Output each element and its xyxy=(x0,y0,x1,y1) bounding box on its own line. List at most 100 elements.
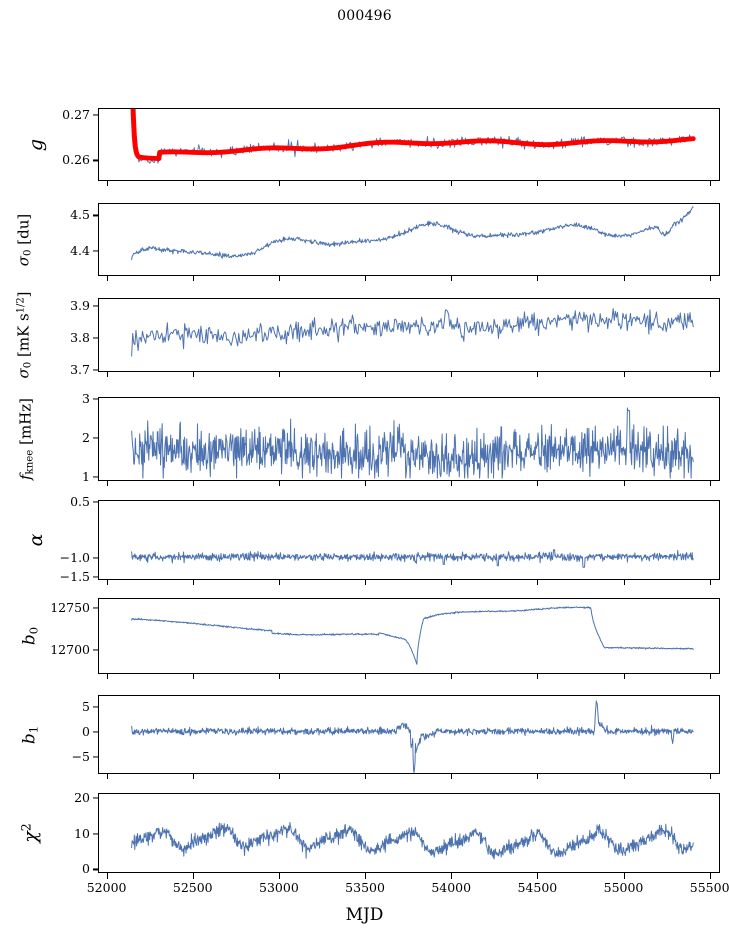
ytick-mark xyxy=(93,576,98,578)
xtick-mark xyxy=(278,873,280,879)
ytick-label: −5 xyxy=(71,748,90,764)
xtick-mark xyxy=(537,674,539,679)
xtick-mark xyxy=(623,276,625,281)
ytick-label: 3.8 xyxy=(70,329,90,345)
plot-panel-alpha xyxy=(98,500,720,580)
xtick-mark xyxy=(106,674,108,679)
ytick-mark xyxy=(93,369,98,371)
ytick-label: 1 xyxy=(82,468,90,484)
xtick-mark xyxy=(365,276,367,281)
ytick-mark xyxy=(93,731,98,733)
ytick-label: 12750 xyxy=(50,599,90,615)
ytick-mark xyxy=(93,501,98,503)
xtick-mark xyxy=(192,674,194,679)
ytick-label: 4.4 xyxy=(70,242,90,258)
plot-panel-g xyxy=(98,108,720,181)
xtick-mark xyxy=(709,372,711,377)
ytick-label: 12700 xyxy=(50,642,90,658)
xtick-mark xyxy=(623,774,625,779)
xtick-mark xyxy=(106,481,108,486)
xtick-mark xyxy=(278,580,280,585)
ytick-label: 3.9 xyxy=(70,297,90,313)
xtick-mark xyxy=(365,580,367,585)
xtick-mark xyxy=(623,481,625,486)
xtick-mark xyxy=(709,580,711,585)
xtick-mark xyxy=(537,276,539,281)
xtick-label: 53000 xyxy=(259,880,299,895)
xaxis-label: MJD xyxy=(345,905,384,925)
ytick-label: 4.5 xyxy=(70,207,90,223)
xtick-mark xyxy=(709,774,711,779)
xtick-mark xyxy=(278,774,280,779)
xtick-mark xyxy=(537,774,539,779)
xtick-mark xyxy=(451,181,453,186)
xtick-label: 54000 xyxy=(431,880,472,895)
xtick-mark xyxy=(365,774,367,779)
xtick-label: 52500 xyxy=(172,880,213,895)
ytick-mark xyxy=(93,868,98,870)
xtick-label: 52000 xyxy=(86,880,127,895)
xtick-mark xyxy=(106,580,108,585)
series-line xyxy=(131,700,694,773)
xtick-mark xyxy=(709,873,711,879)
ytick-label: 10 xyxy=(74,825,90,841)
xtick-mark xyxy=(623,372,625,377)
xtick-mark xyxy=(623,674,625,679)
xtick-mark xyxy=(623,580,625,585)
xtick-mark xyxy=(278,481,280,486)
ytick-mark xyxy=(93,833,98,835)
xtick-mark xyxy=(192,481,194,486)
ytick-mark xyxy=(93,476,98,478)
xtick-mark xyxy=(451,873,453,879)
ylabel-chi2: χ2 xyxy=(18,823,42,843)
ytick-mark xyxy=(93,649,98,651)
xtick-mark xyxy=(192,181,194,186)
xtick-mark xyxy=(451,276,453,281)
ytick-label: 3.7 xyxy=(70,362,90,378)
series-line xyxy=(131,206,694,261)
ytick-mark xyxy=(93,706,98,708)
xtick-mark xyxy=(106,181,108,186)
xtick-label: 55500 xyxy=(689,880,729,895)
xtick-mark xyxy=(192,372,194,377)
ytick-mark xyxy=(93,250,98,252)
series-line xyxy=(131,606,694,665)
series-line xyxy=(130,109,696,161)
series-line xyxy=(131,407,694,479)
ytick-mark xyxy=(93,114,98,116)
xtick-mark xyxy=(278,181,280,186)
plot-panel-chi2 xyxy=(98,793,720,873)
xtick-mark xyxy=(192,276,194,281)
xtick-mark xyxy=(709,181,711,186)
xtick-mark xyxy=(365,481,367,486)
ytick-label: −1.0 xyxy=(59,549,90,565)
ytick-label: 5 xyxy=(82,699,90,715)
plot-panel-sigma0-mK xyxy=(98,298,720,372)
xtick-mark xyxy=(709,276,711,281)
xtick-mark xyxy=(709,674,711,679)
xtick-mark xyxy=(537,181,539,186)
ytick-mark xyxy=(93,557,98,559)
ytick-label: 3 xyxy=(82,390,90,406)
ytick-mark xyxy=(93,398,98,400)
xtick-mark xyxy=(365,372,367,377)
ytick-label: 0.27 xyxy=(62,106,90,122)
xtick-mark xyxy=(537,580,539,585)
xtick-mark xyxy=(106,774,108,779)
xtick-mark xyxy=(106,276,108,281)
xtick-mark xyxy=(365,873,367,879)
xtick-mark xyxy=(537,873,539,879)
series-line xyxy=(131,821,694,860)
ytick-label: 20 xyxy=(74,790,90,806)
xtick-label: 54500 xyxy=(517,880,558,895)
ytick-mark xyxy=(93,437,98,439)
xtick-mark xyxy=(537,481,539,486)
ytick-mark xyxy=(93,305,98,307)
ytick-mark xyxy=(93,607,98,609)
xtick-mark xyxy=(365,674,367,679)
ytick-mark xyxy=(93,756,98,758)
ytick-label: 0 xyxy=(82,723,90,739)
xtick-mark xyxy=(192,580,194,585)
xtick-mark xyxy=(451,774,453,779)
xtick-mark xyxy=(623,873,625,879)
